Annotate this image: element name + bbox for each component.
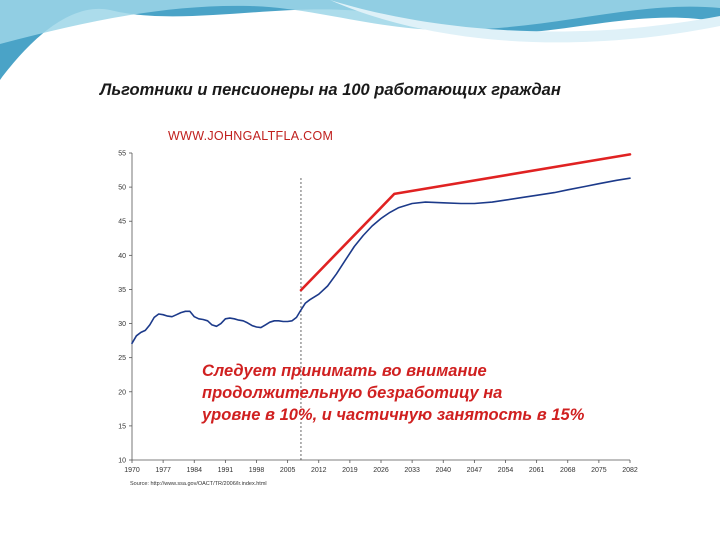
series-line-projection (299, 153, 632, 292)
y-tick-label: 10 (118, 458, 126, 465)
x-tick-label: 1998 (249, 467, 265, 474)
x-tick-label: 2033 (404, 467, 420, 474)
annotation-line: продолжительную безработицу на (202, 384, 502, 402)
x-tick-label: 2082 (622, 467, 638, 474)
y-tick-label: 55 (118, 151, 126, 158)
x-tick-label: 1984 (186, 467, 202, 474)
x-tick-label: 2026 (373, 467, 389, 474)
y-tick-label: 45 (118, 219, 126, 226)
x-tick-label: 2054 (498, 467, 514, 474)
annotation-line: уровне в 10%, и частичную занятость в 15… (201, 406, 585, 424)
x-tick-label: 2019 (342, 467, 358, 474)
series-line-baseline (131, 177, 631, 345)
x-tick-label: 1970 (124, 467, 140, 474)
chart-source: Source: http://www.ssa.gov/OACT/TR/2006/… (130, 481, 267, 487)
y-tick-label: 35 (118, 287, 126, 294)
x-tick-label: 2040 (435, 467, 451, 474)
y-tick-label: 30 (118, 321, 126, 328)
y-tick-label: 25 (118, 355, 126, 362)
x-tick-label: 2068 (560, 467, 576, 474)
x-axis-ticks: 1970 1977 1984 1991 1998 2005 2012 2019 2026 2033… (124, 460, 638, 474)
x-tick-label: 2005 (280, 467, 296, 474)
y-tick-label: 50 (118, 185, 126, 192)
y-tick-label: 20 (118, 389, 126, 396)
chart-annotation: Следует принимать во внимание продолжител… (201, 362, 585, 424)
header-wave-light (0, 0, 720, 44)
x-tick-label: 2047 (467, 467, 483, 474)
y-tick-label: 40 (118, 253, 126, 260)
x-tick-label: 2012 (311, 467, 327, 474)
chart-title: Льготники и пенсионеры на 100 работающих… (99, 81, 561, 99)
y-tick-label: 15 (118, 423, 126, 430)
series-layer (131, 153, 632, 345)
x-tick-label: 2061 (529, 467, 545, 474)
x-tick-label: 1991 (218, 467, 234, 474)
y-axis-ticks: 10 15 20 25 30 35 40 45 50 55 (118, 151, 132, 465)
header-wave-swoosh (330, 0, 720, 43)
chart-watermark: WWW.JOHNGALTFLA.COM (168, 129, 333, 143)
annotation-line: Следует принимать во внимание (202, 362, 487, 380)
x-tick-label: 2075 (591, 467, 607, 474)
x-tick-label: 1977 (155, 467, 171, 474)
